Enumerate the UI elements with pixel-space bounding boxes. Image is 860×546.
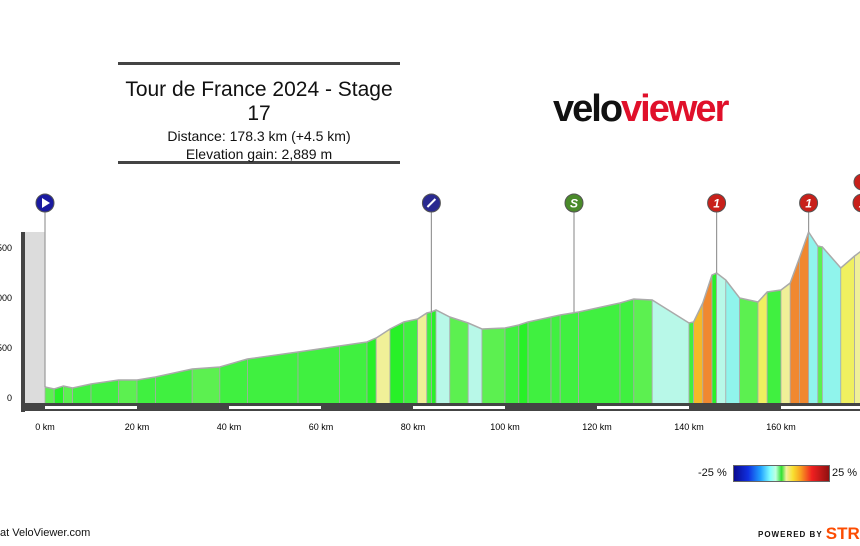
profile-segment <box>118 379 138 405</box>
profile-segment <box>619 298 635 405</box>
x-tick-label: 160 km <box>766 422 796 432</box>
distance-band <box>413 406 505 409</box>
profile-segment <box>840 255 855 405</box>
x-tick-label: 0 km <box>35 422 55 432</box>
profile-segment <box>559 311 579 405</box>
x-tick-label: 120 km <box>582 422 612 432</box>
profile-segment <box>780 282 791 405</box>
profile-segment <box>578 302 621 405</box>
profile-segment <box>426 311 432 405</box>
profile-segment <box>766 289 782 405</box>
lead-in-area <box>25 232 45 404</box>
profile-segment <box>435 309 451 405</box>
profile-segment <box>757 290 768 405</box>
profile-segment <box>154 368 193 405</box>
kom-marker-icon <box>799 193 819 213</box>
strava-logo: STR <box>825 524 860 543</box>
distance-band <box>229 406 321 409</box>
profile-segment <box>822 245 842 405</box>
profile-segment <box>467 322 483 405</box>
stage-title: Tour de France 2024 - Stage 17 <box>125 78 393 125</box>
x-tick-label: 80 km <box>401 422 426 432</box>
gradient-legend-bar <box>733 465 830 482</box>
profile-segment <box>389 321 405 405</box>
legend-max-label: 25 % <box>832 467 858 479</box>
elevation-profile-chart: 0 km 20 km 40 km 60 km 80 km 100 km 120 km 140 … <box>0 173 860 432</box>
profile-segment <box>739 297 759 405</box>
profile-segment <box>481 327 506 405</box>
x-tick-label: 60 km <box>309 422 334 432</box>
profile-segment <box>725 278 740 405</box>
profile-segment <box>297 345 340 405</box>
distance-band <box>597 406 689 409</box>
profile-segment <box>338 341 368 405</box>
y-tick-label: 1000 <box>0 293 12 303</box>
y-axis-line <box>21 232 25 412</box>
footer-credit: at VeloViewer.com <box>0 527 91 539</box>
profile-segment <box>191 366 221 405</box>
profile-segment <box>799 231 809 405</box>
distance-band <box>45 406 137 409</box>
profile-segment <box>527 316 552 405</box>
profile-segment <box>550 314 561 405</box>
marker-label: S <box>570 197 578 211</box>
profile-segment <box>44 386 55 405</box>
profile-segment <box>808 230 819 405</box>
profile-segment <box>711 272 717 405</box>
profile-segment <box>651 299 690 405</box>
profile-segment <box>504 324 520 405</box>
profile-segment <box>246 351 299 405</box>
profile-segment <box>716 272 727 405</box>
powered-by-strava: POWERED BY STR <box>758 524 860 543</box>
x-tick-label: 40 km <box>217 422 242 432</box>
play-icon <box>42 198 50 208</box>
veloviewer-logo: veloviewer <box>553 88 729 130</box>
marker-label: 1 <box>713 197 720 211</box>
profile-segment <box>136 376 156 405</box>
x-tick-label: 140 km <box>674 422 704 432</box>
profile-segment <box>449 316 469 405</box>
profile-segment <box>854 251 860 405</box>
profile-segment <box>366 337 377 405</box>
legend-min-label: -25 % <box>698 467 727 479</box>
profile-segment <box>375 328 391 405</box>
y-tick-label: 1500 <box>0 243 12 253</box>
profile-segment <box>63 385 73 405</box>
feed-zone-icon <box>426 198 437 208</box>
profile-segment <box>403 318 419 405</box>
y-tick-label: 0 <box>7 393 12 403</box>
elevation-gain-text: Elevation gain: 2,889 m <box>185 146 333 162</box>
title-box: Tour de France 2024 - Stage 17 Distance:… <box>118 62 400 164</box>
finish-marker-icon <box>853 173 860 191</box>
kom-marker-icon <box>852 193 860 213</box>
x-tick-label: 20 km <box>125 422 150 432</box>
profile-segment <box>417 312 428 405</box>
profile-segment <box>817 245 823 405</box>
marker-label: 1 <box>805 197 812 211</box>
distance-band <box>781 406 860 409</box>
profile-outline <box>44 230 860 390</box>
sprint-marker-icon <box>564 193 584 213</box>
y-tick-label: 500 <box>0 343 12 353</box>
profile-segment <box>702 274 713 405</box>
distance-text: Distance: 178.3 km (+4.5 km) <box>167 128 351 144</box>
profile-segment <box>518 321 529 405</box>
profile-segment <box>688 321 694 405</box>
profile-segment <box>430 309 437 405</box>
profile-segment <box>633 298 653 405</box>
marker-label: 1 <box>859 197 860 211</box>
kom-marker-icon <box>707 193 727 213</box>
x-tick-label: 100 km <box>490 422 520 432</box>
